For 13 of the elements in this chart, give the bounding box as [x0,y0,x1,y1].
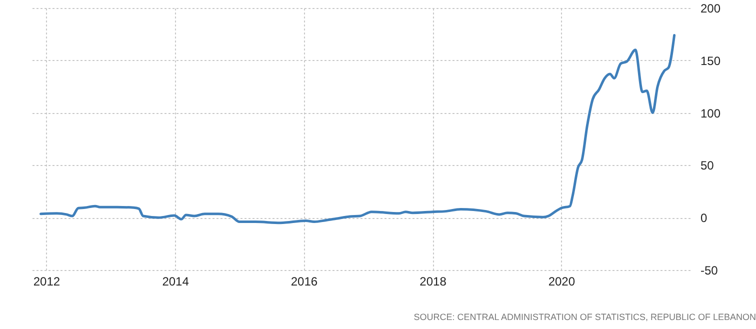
y-tick-label: 50 [700,158,714,173]
line-series [40,34,676,224]
x-tick-label: 2012 [33,274,60,288]
y-tick-label: 0 [700,211,708,226]
x-tick-label: 2016 [290,274,318,288]
x-tick-label: 2020 [548,274,576,288]
y-tick-label: -50 [700,264,718,278]
x-tick-label: 2018 [420,274,447,288]
y-tick-label: 200 [700,2,721,16]
x-tick-label: 2014 [162,274,190,288]
source-note: SOURCE: CENTRAL ADMINISTRATION OF STATISTICS, REPUBLIC OF LEBANON [414,312,756,322]
y-tick-label: 150 [700,54,721,68]
y-tick-label: 100 [700,106,721,120]
